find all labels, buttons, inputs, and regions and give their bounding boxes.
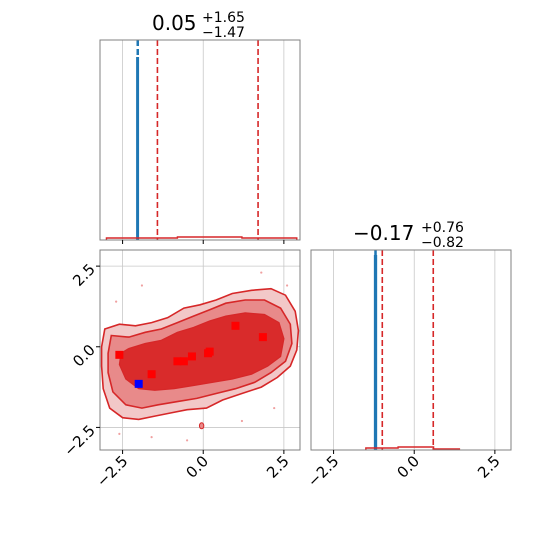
stray-sample [240,419,244,423]
panel-frame [310,249,512,451]
panel-frame [99,39,301,241]
panel-frame [99,249,301,451]
marker-blue [134,379,143,388]
stray-sample [185,439,189,442]
stray-sample [285,284,289,287]
hist1-title: 0.05 [152,11,197,35]
hist1-red-step [105,236,298,240]
marker-red [231,321,240,330]
contour-islet [198,422,205,430]
hist1-panel [100,40,300,240]
x-tick-label: 0.0 [393,452,423,482]
stray-sample [260,271,263,274]
x-tick-label: 2.5 [474,452,504,482]
stray-sample [140,284,144,287]
stray-sample [150,435,153,439]
stray-sample [115,300,118,303]
y-tick-label: 2.5 [69,260,99,290]
x-tick-label: 0.0 [182,452,212,482]
stray-sample [118,432,121,435]
marker-red [173,357,182,366]
y-tick-label: −2.5 [60,422,98,460]
y-tick-label: 0.0 [69,341,99,371]
stray-sample [273,406,276,410]
hist1-title-plus: +1.65 [202,10,245,26]
hist2-title-plus: +0.76 [421,220,464,236]
marker-red [258,333,267,342]
hist2-title: −0.17 [353,221,414,245]
hist1-title-minus: −1.47 [202,25,245,41]
hist2-panel [311,250,511,450]
hist2-red-step [365,446,461,450]
marker-red [147,370,156,379]
marker-red [187,352,196,361]
x-tick-label: 2.5 [263,452,293,482]
marker-red [115,350,124,359]
marker-red [179,357,188,366]
x-tick-label: −2.5 [304,452,342,490]
x-tick-label: −2.5 [93,452,131,490]
hist2-title-minus: −0.82 [421,235,464,251]
marker-red [205,347,214,356]
